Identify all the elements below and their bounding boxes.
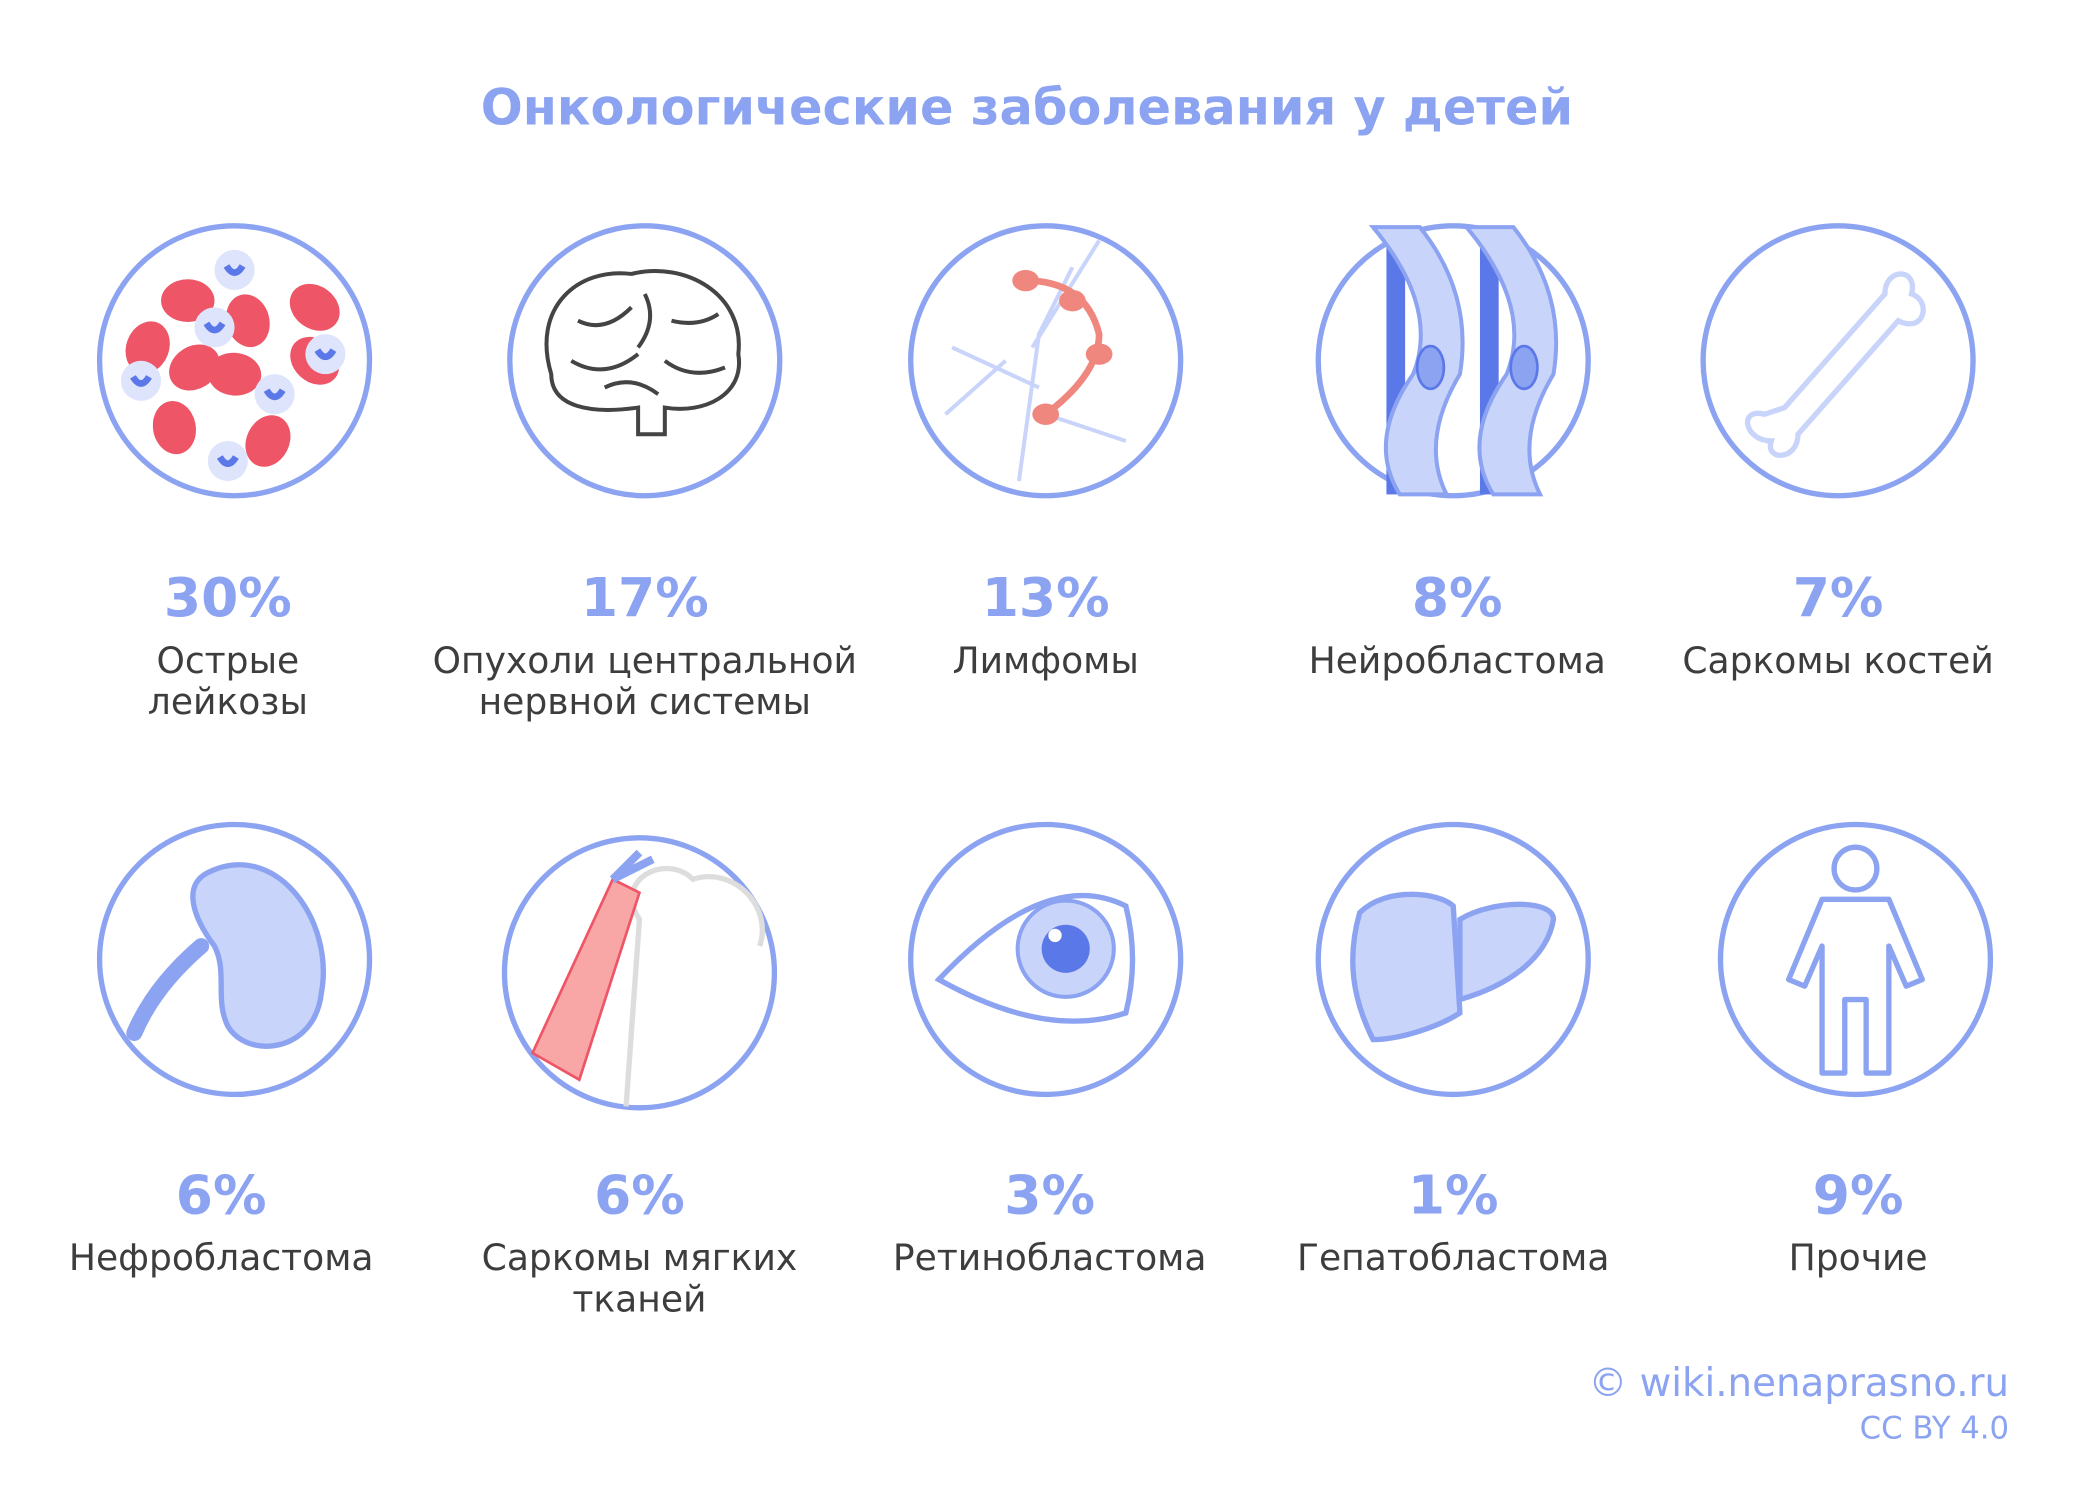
red-cell — [152, 401, 197, 455]
label: Гепатобластома — [1297, 1237, 1610, 1279]
icon — [934, 892, 1136, 1024]
red-cell — [169, 344, 220, 391]
nucleus — [216, 455, 239, 467]
red-cell — [289, 283, 340, 331]
nucleus — [263, 388, 286, 401]
label: Ретинобластома — [893, 1237, 1207, 1279]
icon — [530, 849, 765, 1107]
node — [1012, 269, 1039, 292]
percent: 7% — [1793, 566, 1884, 629]
credit-license: CC BY 4.0 — [1860, 1410, 2009, 1446]
percent: 30% — [164, 566, 292, 629]
bone — [1745, 271, 1926, 458]
node — [1059, 289, 1086, 312]
label: Нефробластома — [69, 1237, 374, 1279]
percent: 1% — [1408, 1163, 1499, 1226]
label: Лимфомы — [953, 640, 1139, 682]
node — [1032, 403, 1060, 425]
percent: 6% — [176, 1163, 267, 1226]
title: Онкологические заболевания у детей — [481, 78, 1573, 136]
fold — [663, 359, 726, 375]
percent: 17% — [581, 566, 709, 629]
tendon — [609, 849, 655, 883]
nucleus — [203, 321, 226, 334]
percent: 9% — [1813, 1163, 1904, 1226]
percent: 8% — [1412, 566, 1503, 629]
liver-left — [1350, 891, 1463, 1043]
label: нервной системы — [479, 681, 811, 723]
icon-ring — [908, 223, 1184, 499]
label: лейкозы — [148, 681, 308, 723]
label: Нейробластома — [1309, 640, 1606, 682]
label: Острые — [156, 640, 299, 682]
red-cell — [245, 415, 291, 467]
node — [1085, 343, 1113, 365]
icon — [544, 269, 742, 437]
fold — [671, 312, 720, 325]
liver-right — [1457, 901, 1557, 1004]
icon — [1745, 271, 1926, 458]
glint — [1048, 928, 1062, 943]
body — [1785, 896, 1925, 1076]
icon-ring — [1700, 223, 1976, 499]
label: Саркомы костей — [1682, 640, 1993, 682]
icon — [120, 249, 346, 482]
label: Прочие — [1789, 1237, 1928, 1279]
red-cell — [207, 352, 262, 396]
red-cell — [125, 321, 170, 374]
icon — [1350, 891, 1557, 1043]
vessel — [944, 359, 1007, 416]
muscle — [530, 877, 642, 1082]
nucleus — [1509, 344, 1539, 391]
kidney — [190, 862, 326, 1049]
node-chain — [1025, 277, 1103, 417]
label: Опухоли центральной — [433, 640, 857, 682]
fold — [577, 305, 633, 328]
percent: 6% — [594, 1163, 685, 1226]
red-cell — [226, 294, 270, 348]
nucleus — [223, 264, 246, 276]
credit-source: © wiki.nenaprasno.ru — [1589, 1361, 2010, 1406]
icon — [944, 239, 1127, 482]
icon — [1368, 225, 1559, 497]
icon — [1785, 844, 1925, 1076]
nucleus — [1415, 344, 1446, 391]
fold — [570, 352, 640, 372]
fold — [603, 380, 660, 396]
vessel — [1045, 412, 1127, 443]
icon-ring — [1717, 821, 1994, 1098]
pupil — [1041, 924, 1090, 973]
nucleus — [130, 374, 152, 387]
fold — [636, 293, 653, 349]
icon — [126, 862, 326, 1049]
red-cell — [161, 279, 215, 323]
nucleus — [314, 348, 337, 361]
ureter — [126, 938, 210, 1041]
brain — [544, 269, 742, 437]
label: тканей — [572, 1279, 706, 1321]
head — [1831, 844, 1880, 893]
percent: 13% — [982, 566, 1110, 629]
label: Саркомы мягких — [482, 1237, 798, 1279]
icon-ring — [507, 223, 783, 499]
percent: 3% — [1004, 1163, 1095, 1226]
